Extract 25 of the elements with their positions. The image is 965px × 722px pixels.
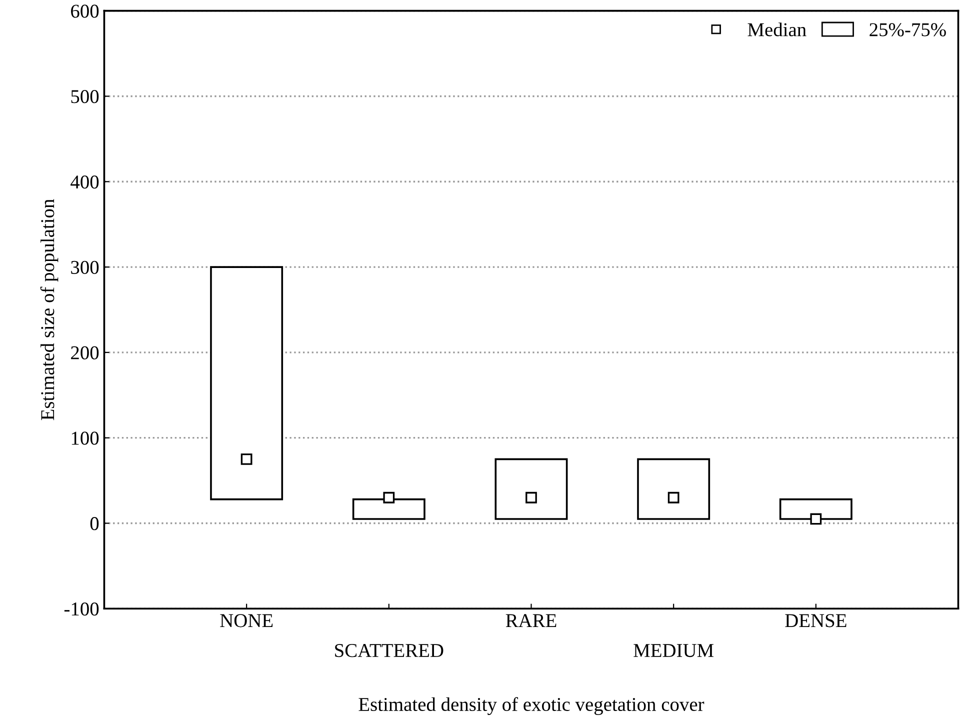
x-tick-label: NONE: [220, 614, 273, 628]
point: [240, 453, 252, 465]
x-tick-label: DENSE: [785, 614, 846, 628]
bar: [210, 266, 284, 500]
y-tick-label: 300: [71, 260, 99, 274]
y-tick-label: 100: [72, 432, 99, 445]
x-axis-title: Estimated density of exotic vegetation cover: [358, 697, 704, 716]
bar: [494, 458, 568, 520]
x-tick-label: MEDIUM: [634, 644, 714, 658]
y-tick-label: 0: [90, 517, 99, 530]
y-tick-label: -100: [64, 602, 99, 616]
bar: [637, 458, 710, 520]
legend-label: Median: [748, 22, 806, 36]
point: [526, 492, 537, 504]
y-axis-title: Estimated size of population: [40, 199, 58, 420]
y-tick-label: 600: [71, 4, 99, 18]
y-tick-label: 400: [70, 175, 99, 189]
y-tick-label: 200: [71, 346, 99, 360]
x-tick-label: SCATTERED: [335, 644, 444, 658]
point: [668, 492, 680, 504]
legend-label: 25%-75%: [870, 23, 946, 36]
point: [383, 492, 395, 504]
point: [810, 513, 822, 525]
x-tick-label: RARE: [506, 614, 556, 627]
y-tick-label: 500: [71, 90, 99, 104]
